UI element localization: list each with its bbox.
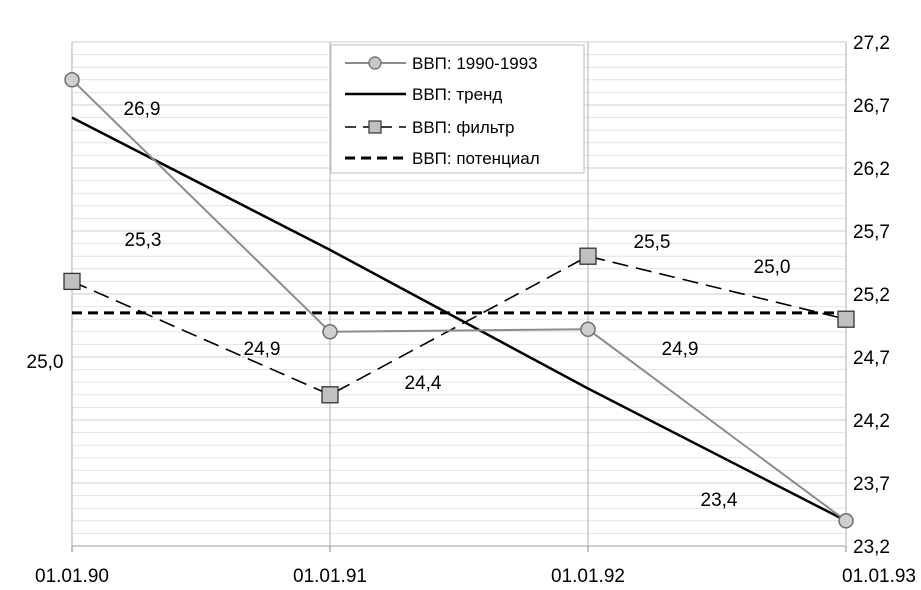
- data-label: 25,0: [754, 257, 791, 278]
- legend-item-gdp-trend: ВВП: тренд: [345, 85, 502, 104]
- x-tick-label: 01.01.90: [35, 566, 109, 587]
- legend-label-gdp-filter: ВВП: фильтр: [412, 118, 515, 137]
- legend-label-gdp-1990-1993: ВВП: 1990-1993: [412, 54, 538, 73]
- data-label: 25,3: [125, 230, 162, 251]
- data-label: 24,9: [662, 339, 699, 360]
- filter-point-marker: [321, 386, 339, 404]
- data-label: 25,5: [634, 232, 671, 253]
- actual-point-marker: [64, 72, 80, 88]
- y-tick-label: 25,2: [853, 285, 890, 306]
- series-layer: [63, 72, 855, 529]
- data-label: 26,9: [124, 99, 161, 120]
- filter-point-marker: [837, 310, 855, 328]
- legend-label-gdp-trend: ВВП: тренд: [412, 85, 502, 104]
- y-tick-label: 26,7: [853, 96, 890, 117]
- legend-marker-square-icon: [368, 120, 382, 134]
- data-label: 23,4: [701, 490, 738, 511]
- x-tick-label: 01.01.91: [293, 566, 367, 587]
- actual-point-marker: [322, 324, 338, 340]
- series-line-gdp-filter: [71, 255, 847, 396]
- data-labels: 26,9 25,3 24,9 24,4 25,5 24,9 25,0 23,4 25,0: [27, 99, 791, 511]
- legend-item-gdp-potential: ВВП: потенциал: [345, 149, 540, 168]
- series-line-gdp-1990-1993: [71, 79, 847, 522]
- y-tick-label: 23,2: [853, 537, 890, 558]
- actual-point-marker: [580, 321, 596, 338]
- legend-marker-circle-icon: [368, 56, 382, 70]
- y-tick-label: 25,7: [853, 222, 890, 243]
- data-label: 24,4: [405, 373, 442, 394]
- filter-point-marker: [63, 272, 81, 291]
- y-tick-label: 24,7: [853, 348, 890, 369]
- legend: ВВП: 1990-1993 ВВП: тренд ВВП: фильтр ВВ…: [330, 44, 585, 174]
- data-label: 24,9: [244, 339, 281, 360]
- legend-box: [330, 44, 585, 174]
- axes: 01.01.90 01.01.91 01.01.92 01.01.93 23,2 23,7…: [35, 33, 916, 587]
- x-tick-label: 01.01.93: [842, 566, 916, 587]
- x-tick-label: 01.01.92: [551, 566, 625, 587]
- y-tick-label: 24,2: [853, 411, 890, 432]
- series-line-gdp-trend: [71, 116, 847, 522]
- y-tick-label: 27,2: [853, 33, 890, 54]
- filter-point-marker: [579, 247, 597, 265]
- legend-item-gdp-1990-1993: ВВП: 1990-1993: [345, 54, 538, 73]
- grid-lines: [71, 41, 847, 547]
- legend-label-gdp-potential: ВВП: потенциал: [412, 149, 540, 168]
- data-label: 25,0: [27, 352, 64, 373]
- y-tick-label: 26,2: [853, 159, 890, 180]
- actual-point-marker: [838, 513, 854, 529]
- legend-item-gdp-filter: ВВП: фильтр: [345, 118, 515, 137]
- y-tick-label: 23,7: [853, 474, 890, 495]
